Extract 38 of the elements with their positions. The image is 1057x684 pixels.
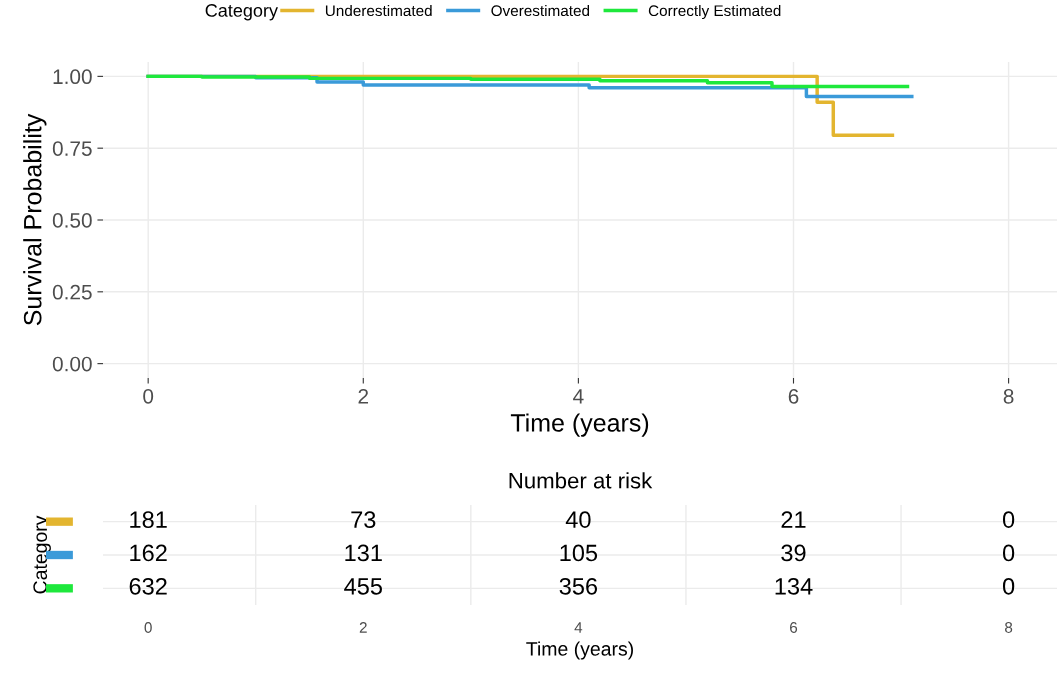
data-label: 455 <box>344 578 382 595</box>
legend-label: Correctly Estimated <box>648 4 781 20</box>
y-tick-label: 0.00 <box>52 356 92 372</box>
data-label: 356 <box>559 577 598 595</box>
y-tick-label: 0.75 <box>52 141 92 156</box>
data-label: 39 <box>781 544 806 562</box>
legend-label: Underestimated <box>325 4 432 17</box>
x-axis-title: Time (years) <box>526 641 633 660</box>
data-label: 105 <box>560 544 598 562</box>
legend-label: Overestimated <box>491 4 590 17</box>
data-label: 181 <box>130 511 167 528</box>
x-tick-label: 2 <box>358 388 369 404</box>
y-axis-title: Survival Probability <box>23 113 47 326</box>
x-axis-title: Time (years) <box>510 413 649 437</box>
x-tick-label: 0 <box>144 622 152 633</box>
x-tick-label: 2 <box>359 622 367 633</box>
data-label: 632 <box>129 577 167 595</box>
x-tick-label: 4 <box>573 389 584 404</box>
x-tick-label: 6 <box>790 622 798 633</box>
data-label: 162 <box>130 544 167 562</box>
data-label: 21 <box>781 511 806 528</box>
data-label: 0 <box>1002 577 1015 595</box>
data-label: 40 <box>565 511 591 528</box>
legend-title: Category <box>205 4 278 21</box>
data-label: 0 <box>1002 511 1015 528</box>
y-tick-label: 1.00 <box>53 69 92 85</box>
y-tick-label: 0.25 <box>52 284 92 300</box>
data-label: 0 <box>1002 544 1015 562</box>
x-tick-label: 0 <box>143 388 154 404</box>
x-tick-label: 4 <box>574 622 583 633</box>
chart-title: Number at risk <box>509 472 653 489</box>
y-tick-label: 0.50 <box>52 213 92 228</box>
data-label: 131 <box>345 544 382 562</box>
data-label: 73 <box>351 511 376 528</box>
x-tick-label: 6 <box>788 388 799 404</box>
data-label: 134 <box>775 577 813 595</box>
x-tick-label: 8 <box>1005 622 1013 633</box>
x-tick-label: 8 <box>1003 388 1014 404</box>
